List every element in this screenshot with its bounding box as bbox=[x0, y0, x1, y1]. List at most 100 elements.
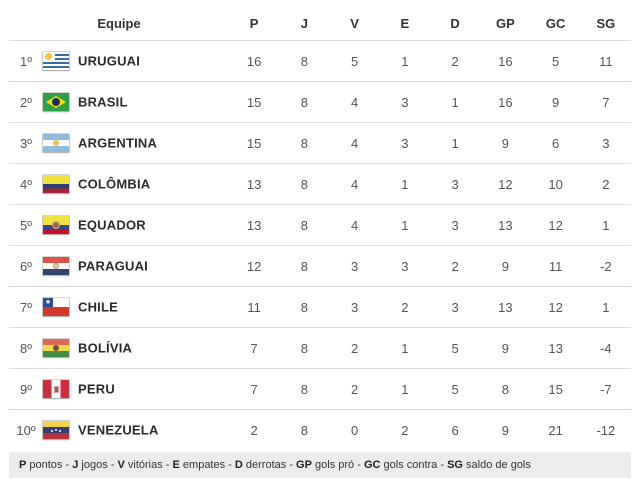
legend-abbr-p: P bbox=[19, 459, 27, 471]
stat-v: 2 bbox=[329, 368, 380, 410]
table-row: 10º VENEZUELA 2 8 0 2 6 9 21 -12 bbox=[9, 409, 631, 450]
team-name: BOLÍVIA bbox=[78, 340, 133, 356]
stat-p: 2 bbox=[229, 409, 280, 450]
argentina-flag-icon bbox=[43, 134, 69, 152]
stat-p: 13 bbox=[229, 163, 280, 205]
stat-gc: 10 bbox=[530, 163, 581, 205]
column-header-e: E bbox=[400, 15, 410, 31]
stat-d: 2 bbox=[430, 245, 481, 287]
team-name: BRASIL bbox=[78, 94, 128, 110]
stat-sg: -2 bbox=[580, 245, 631, 287]
ecuador-flag-icon bbox=[43, 216, 69, 234]
stat-gc: 9 bbox=[530, 81, 581, 123]
stat-gp: 16 bbox=[480, 40, 531, 82]
stat-p: 7 bbox=[229, 368, 280, 410]
stat-p: 7 bbox=[229, 327, 280, 369]
stat-p: 16 bbox=[229, 40, 280, 82]
stat-e: 1 bbox=[379, 163, 430, 205]
table-row: 6º PARAGUAI 12 8 3 3 2 9 11 -2 bbox=[9, 245, 631, 287]
stat-e: 1 bbox=[379, 40, 430, 82]
table-header: Equipe P J V E D GP GC SG bbox=[9, 6, 631, 41]
stat-j: 8 bbox=[279, 409, 330, 450]
stat-gc: 5 bbox=[530, 40, 581, 82]
rank-cell: 8º bbox=[9, 327, 43, 369]
stat-sg: 7 bbox=[580, 81, 631, 123]
stat-sg: -4 bbox=[580, 327, 631, 369]
column-header-gc: GC bbox=[545, 15, 566, 31]
table-row: 3º ARGENTINA 15 8 4 3 1 9 6 3 bbox=[9, 122, 631, 164]
stat-d: 6 bbox=[430, 409, 481, 450]
team-cell: BOLÍVIA bbox=[43, 327, 229, 369]
table-row: 9º PERU 7 8 2 1 5 8 15 -7 bbox=[9, 368, 631, 410]
team-name: PERU bbox=[78, 381, 115, 397]
uruguay-flag-icon bbox=[43, 52, 69, 70]
rank-cell: 10º bbox=[9, 409, 43, 450]
column-header-p: P bbox=[249, 15, 259, 31]
column-header-gp: GP bbox=[495, 15, 515, 31]
stat-v: 5 bbox=[329, 40, 380, 82]
column-header-j: J bbox=[300, 15, 308, 31]
stat-p: 15 bbox=[229, 81, 280, 123]
team-cell: EQUADOR bbox=[43, 204, 229, 246]
stat-j: 8 bbox=[279, 368, 330, 410]
stat-gp: 13 bbox=[480, 286, 531, 328]
stat-e: 2 bbox=[379, 286, 430, 328]
stat-e: 3 bbox=[379, 81, 430, 123]
team-name: URUGUAI bbox=[78, 53, 141, 69]
stat-sg: -12 bbox=[580, 409, 631, 450]
stat-v: 0 bbox=[329, 409, 380, 450]
peru-flag-icon bbox=[43, 380, 69, 398]
stat-d: 1 bbox=[430, 81, 481, 123]
rank-cell: 6º bbox=[9, 245, 43, 287]
stat-gc: 21 bbox=[530, 409, 581, 450]
stat-sg: 3 bbox=[580, 122, 631, 164]
stat-p: 12 bbox=[229, 245, 280, 287]
stat-d: 5 bbox=[430, 327, 481, 369]
stat-gc: 12 bbox=[530, 286, 581, 328]
paraguay-flag-icon bbox=[43, 257, 69, 275]
table-row: 2º BRASIL 15 8 4 3 1 16 9 7 bbox=[9, 81, 631, 123]
stat-gp: 9 bbox=[480, 122, 531, 164]
stat-v: 3 bbox=[329, 245, 380, 287]
standings-page: Equipe P J V E D GP GC SG 1º URUGUAI 16 8 5 1 2 16 5 11 2º… bbox=[9, 6, 631, 478]
stat-j: 8 bbox=[279, 245, 330, 287]
rank-cell: 2º bbox=[9, 81, 43, 123]
team-cell: COLÔMBIA bbox=[43, 163, 229, 205]
team-name: ARGENTINA bbox=[78, 135, 158, 151]
stat-p: 15 bbox=[229, 122, 280, 164]
team-cell: VENEZUELA bbox=[43, 409, 229, 450]
legend-abbr-e: E bbox=[172, 459, 180, 471]
brazil-flag-icon bbox=[43, 93, 69, 111]
stat-gp: 9 bbox=[480, 327, 531, 369]
stat-j: 8 bbox=[279, 122, 330, 164]
stat-j: 8 bbox=[279, 163, 330, 205]
rank-cell: 9º bbox=[9, 368, 43, 410]
stat-v: 4 bbox=[329, 163, 380, 205]
stat-p: 11 bbox=[229, 286, 280, 328]
rank-cell: 7º bbox=[9, 286, 43, 328]
legend-abbr-gp: GP bbox=[296, 459, 312, 471]
stat-v: 4 bbox=[329, 122, 380, 164]
stat-gp: 12 bbox=[480, 163, 531, 205]
stat-gc: 11 bbox=[530, 245, 581, 287]
stat-d: 5 bbox=[430, 368, 481, 410]
stat-gc: 6 bbox=[530, 122, 581, 164]
team-name: CHILE bbox=[78, 299, 118, 315]
rank-cell: 3º bbox=[9, 122, 43, 164]
team-cell: ARGENTINA bbox=[43, 122, 229, 164]
team-name: EQUADOR bbox=[78, 217, 146, 233]
stat-gp: 9 bbox=[480, 245, 531, 287]
venezuela-flag-icon bbox=[43, 421, 69, 439]
column-header-sg: SG bbox=[596, 15, 616, 31]
team-cell: URUGUAI bbox=[43, 40, 229, 82]
stat-gp: 9 bbox=[480, 409, 531, 450]
column-header-v: V bbox=[350, 15, 359, 31]
stat-sg: 1 bbox=[580, 204, 631, 246]
stat-gp: 13 bbox=[480, 204, 531, 246]
stat-d: 3 bbox=[430, 163, 481, 205]
stat-d: 3 bbox=[430, 204, 481, 246]
table-row: 1º URUGUAI 16 8 5 1 2 16 5 11 bbox=[9, 40, 631, 82]
stat-j: 8 bbox=[279, 40, 330, 82]
column-header-d: D bbox=[450, 15, 460, 31]
legend-abbr-j: J bbox=[72, 459, 79, 471]
